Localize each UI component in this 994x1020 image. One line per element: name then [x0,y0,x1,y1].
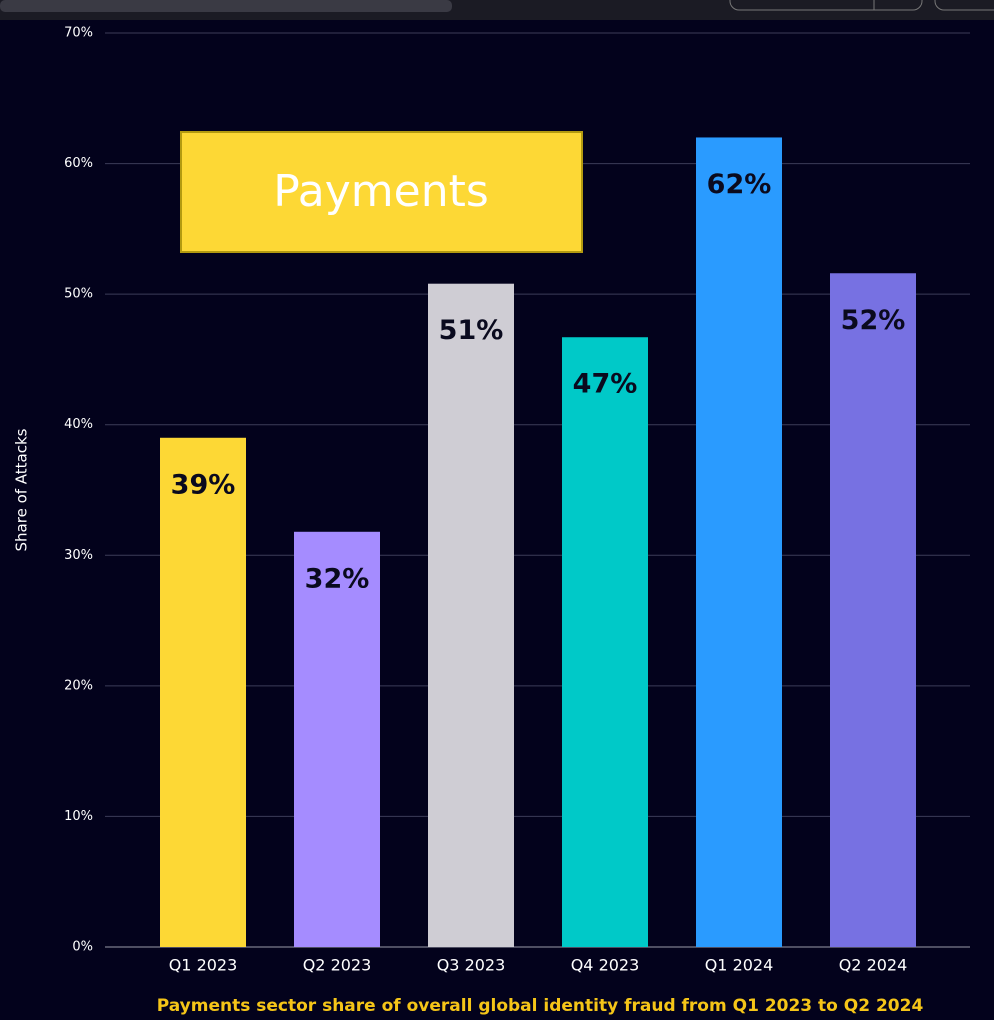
y-tick-label: 50% [64,287,93,302]
x-tick-label: Q3 2023 [437,956,506,975]
x-tick-label: Q1 2023 [169,956,238,975]
bar [830,273,916,947]
y-axis-label: Share of Attacks [13,428,31,551]
data-label: 51% [439,315,504,346]
y-tick-label: 10% [64,809,93,824]
data-label: 62% [707,169,772,200]
y-tick-label: 20% [64,678,93,693]
toolbar-button[interactable] [729,0,923,11]
chart-title: Payments sector share of overall global … [157,996,924,1016]
data-label: 39% [171,469,236,500]
x-tick-label: Q4 2023 [571,956,640,975]
y-tick-label: 60% [64,156,93,171]
x-tick-label: Q1 2024 [705,956,774,975]
data-label: 52% [841,305,906,336]
x-tick-label: Q2 2023 [303,956,372,975]
data-label: 32% [305,563,370,594]
bar [696,137,782,947]
y-tick-label: 70% [64,26,93,41]
y-tick-label: 40% [64,417,93,432]
bar [562,337,648,947]
y-tick-label: 0% [72,940,93,955]
y-tick-label: 30% [64,548,93,563]
data-label: 47% [573,369,638,400]
bar [294,531,380,947]
annotation: Payments [273,166,489,217]
scrollbar [0,0,452,12]
bar [428,283,514,947]
toolbar-button[interactable] [934,0,994,11]
annotation-box [180,131,583,253]
bar [160,437,246,947]
x-tick-label: Q2 2024 [839,956,908,975]
